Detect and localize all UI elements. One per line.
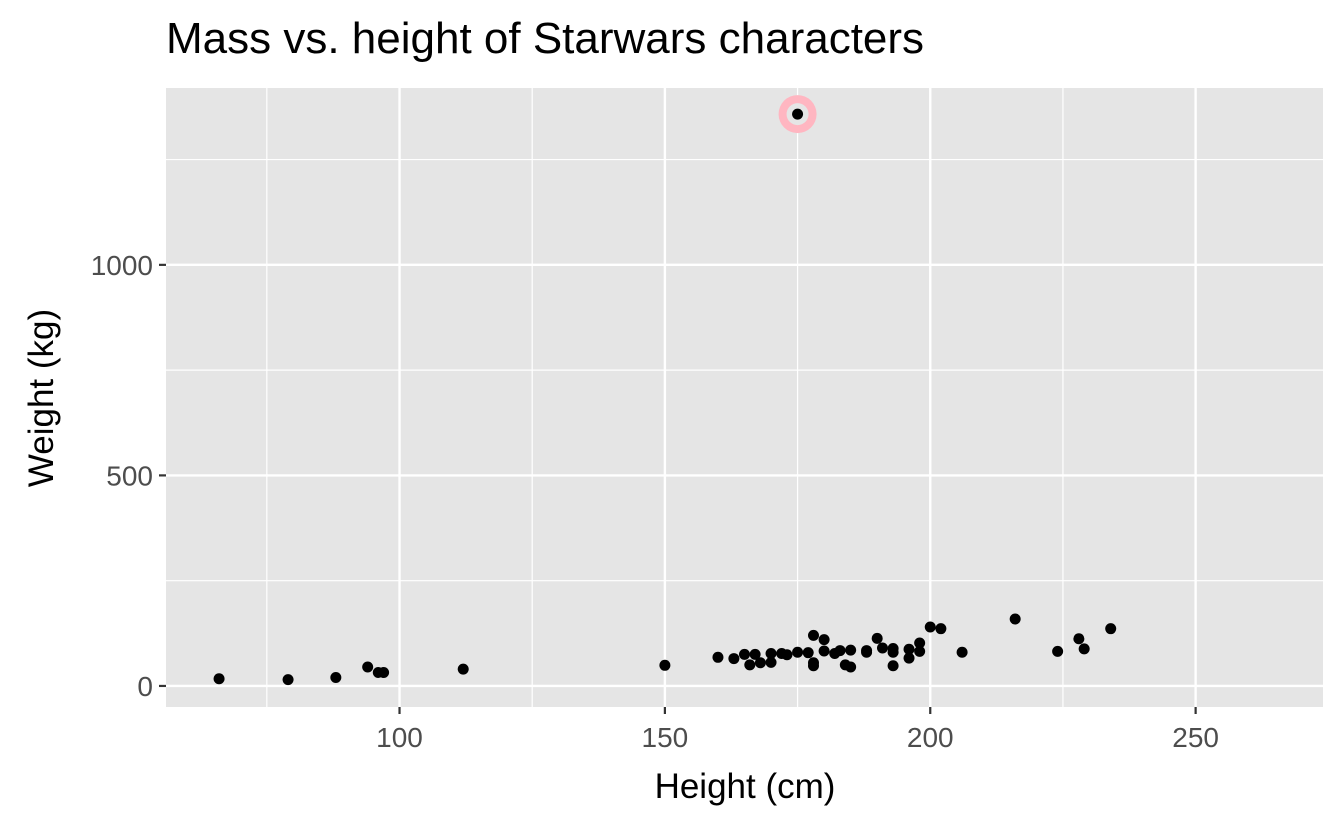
data-point (876, 642, 888, 654)
data-point (914, 637, 926, 649)
axes-layer: 100 150 200 250 0 500 1000 (91, 250, 1219, 753)
data-point (1009, 613, 1021, 625)
data-point (845, 661, 857, 673)
data-point (362, 661, 374, 673)
points-layer (213, 108, 1117, 686)
x-tick-label: 150 (642, 722, 689, 753)
major-gridlines (166, 88, 1323, 707)
x-tick-label: 200 (907, 722, 954, 753)
data-point (712, 651, 724, 663)
data-point (845, 644, 857, 656)
data-point (861, 646, 873, 658)
x-tick-label: 100 (376, 722, 423, 753)
data-point (1078, 643, 1090, 655)
data-point (213, 673, 225, 685)
data-point (754, 657, 766, 669)
data-point (924, 621, 936, 633)
plot-panel (166, 88, 1323, 707)
data-point (887, 660, 899, 672)
data-point (792, 108, 804, 120)
data-point (1105, 623, 1117, 635)
data-point (744, 659, 756, 671)
x-tick-label: 250 (1172, 722, 1219, 753)
data-point (765, 648, 777, 660)
data-point (1073, 633, 1085, 645)
data-point (802, 647, 814, 659)
data-point (818, 645, 830, 657)
data-point (818, 634, 830, 646)
data-point (728, 653, 740, 665)
data-point (792, 646, 804, 658)
data-point (903, 652, 915, 664)
minor-gridlines (166, 88, 1323, 707)
data-point (659, 659, 671, 671)
data-point (807, 660, 819, 672)
data-point (871, 632, 883, 644)
y-tick-label: 0 (137, 671, 153, 702)
data-point (807, 629, 819, 641)
data-point (887, 646, 899, 658)
data-point (914, 645, 926, 657)
data-point (781, 649, 793, 661)
data-point (330, 672, 342, 684)
data-point (1052, 645, 1064, 657)
chart-title: Mass vs. height of Starwars characters (166, 14, 925, 63)
data-point (378, 666, 390, 678)
y-axis-title: Weight (kg) (22, 308, 61, 488)
y-tick-label: 500 (106, 460, 153, 491)
data-point (935, 623, 947, 635)
data-point (956, 646, 968, 658)
data-point (739, 648, 750, 660)
data-point (457, 663, 469, 675)
y-tick-label: 1000 (91, 250, 153, 281)
data-point (749, 648, 761, 660)
data-point (834, 645, 846, 657)
data-point (282, 674, 294, 686)
data-point (765, 656, 777, 668)
data-point (903, 643, 915, 655)
x-axis-title: Height (cm) (654, 767, 836, 806)
